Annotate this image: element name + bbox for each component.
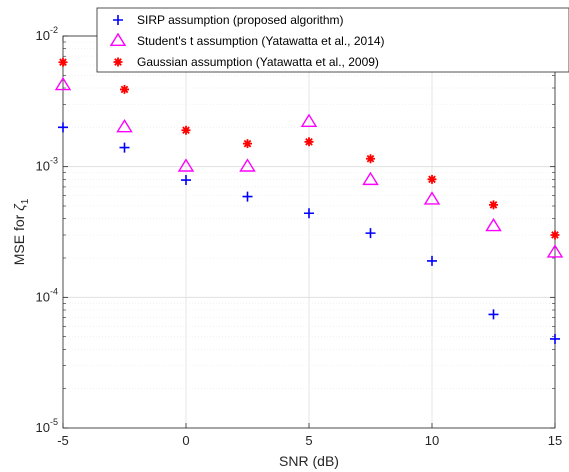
- x-tick-label: 10: [425, 433, 439, 448]
- y-axis-label: MSE for ζ1: [11, 198, 31, 265]
- student-t-point: [239, 158, 256, 172]
- x-tick-label: 15: [548, 433, 562, 448]
- sirp-point: [242, 191, 253, 202]
- gaussian-point: [366, 154, 375, 164]
- student-t-point: [116, 118, 133, 133]
- gaussian-point: [181, 125, 191, 135]
- legend-label-student-t: Student's t assumption (Yatawatta et al.…: [137, 34, 385, 48]
- gaussian-point: [427, 174, 437, 184]
- y-axis-label-subscript: 1: [20, 198, 31, 204]
- x-tick-label: -5: [57, 433, 69, 448]
- data-markers: [54, 57, 564, 344]
- gaussian-point: [550, 230, 560, 240]
- legend-label-gaussian: Gaussian assumption (Yatawatta et al., 2…: [137, 55, 379, 69]
- sirp-point: [550, 333, 560, 344]
- y-axis-label-symbol: ζ: [11, 203, 27, 211]
- legend-markers: [109, 15, 127, 67]
- y-tick-labels: 10-5 10-4 10-3 10-2: [36, 25, 58, 435]
- sirp-point: [365, 228, 376, 239]
- student-t-point: [423, 191, 441, 205]
- gaussian-point: [489, 200, 498, 210]
- y-tick-label: 10-5: [36, 417, 58, 435]
- legend-marker-gaussian: [113, 57, 123, 67]
- sirp-point: [119, 142, 130, 153]
- y-tick-label: 10-2: [36, 25, 58, 43]
- student-t-point: [362, 171, 379, 186]
- student-t-point: [54, 76, 72, 91]
- sirp-point: [181, 175, 191, 186]
- student-t-point: [546, 244, 564, 258]
- legend: SIRP assumption (proposed algorithm) Stu…: [96, 7, 569, 73]
- gaussian-point: [120, 84, 129, 94]
- student-t-point: [485, 217, 502, 232]
- x-tick-label: 0: [182, 433, 189, 448]
- y-tick-label: 10-3: [36, 156, 58, 174]
- sirp-point: [58, 122, 68, 133]
- y-tick-label: 10-4: [36, 286, 58, 304]
- x-axis-label: SNR (dB): [279, 453, 339, 469]
- x-tick-labels: -5 0 5 10 15: [57, 433, 562, 448]
- legend-marker-sirp: [113, 15, 123, 25]
- sirp-point: [427, 255, 437, 266]
- legend-marker-student-t: [109, 32, 127, 47]
- sirp-point: [488, 309, 499, 320]
- student-t-point: [300, 113, 318, 127]
- gaussian-point: [58, 57, 68, 67]
- gaussian-point: [304, 137, 314, 147]
- legend-box: [96, 7, 569, 73]
- student-t-point: [177, 158, 195, 172]
- sirp-point: [304, 208, 314, 219]
- x-tick-label: 5: [305, 433, 312, 448]
- gaussian-point: [243, 139, 252, 149]
- legend-label-sirp: SIRP assumption (proposed algorithm): [137, 13, 344, 27]
- y-axis-label-prefix: MSE for: [11, 211, 27, 265]
